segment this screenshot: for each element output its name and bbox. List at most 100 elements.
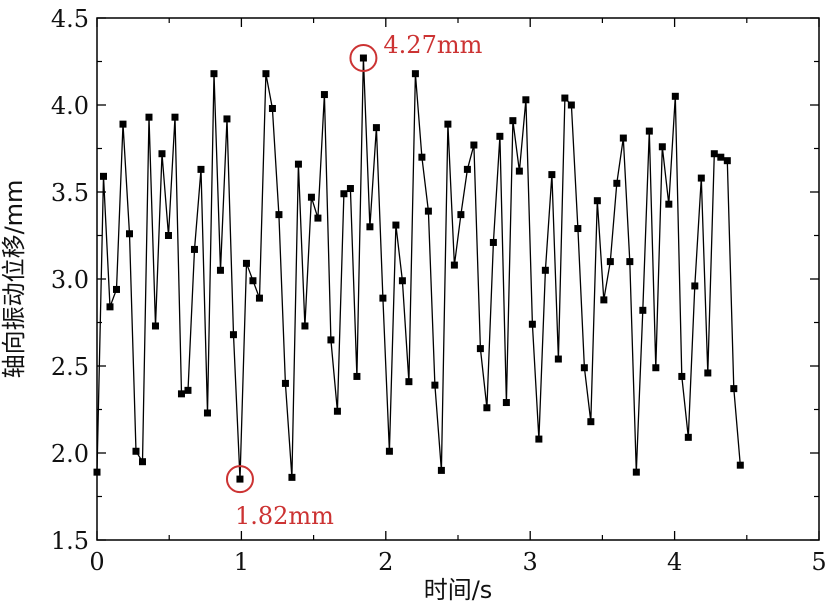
data-point-marker xyxy=(593,197,601,205)
data-point-marker xyxy=(327,336,335,344)
x-tick-label: 5 xyxy=(811,548,826,576)
annotations: 4.27mm 1.82mm xyxy=(225,31,483,530)
data-point-marker xyxy=(723,157,731,165)
data-point-marker xyxy=(535,435,543,443)
series-markers xyxy=(93,54,744,483)
data-point-marker xyxy=(509,117,517,125)
data-point-marker xyxy=(418,153,426,161)
data-point-marker xyxy=(164,232,172,239)
series-line xyxy=(96,57,741,480)
annotation-circle xyxy=(225,465,254,494)
data-point-marker xyxy=(158,150,166,158)
data-point-marker xyxy=(197,165,205,173)
data-point-marker xyxy=(112,285,120,293)
data-point-marker xyxy=(678,372,686,380)
data-point-marker xyxy=(450,261,458,269)
annotation-label: 1.82mm xyxy=(235,502,334,530)
data-point-marker xyxy=(522,96,530,104)
data-point-marker xyxy=(294,160,302,168)
data-point-marker xyxy=(171,113,179,121)
x-tick-label: 3 xyxy=(523,548,538,576)
data-point-marker xyxy=(281,379,289,387)
data-point-marker xyxy=(99,172,107,180)
data-point-marker xyxy=(476,345,484,353)
data-point-marker xyxy=(561,94,569,102)
data-point-marker xyxy=(340,190,348,198)
data-point-marker xyxy=(736,461,744,469)
data-point-marker xyxy=(411,70,419,78)
data-point-marker xyxy=(138,458,146,466)
data-point-marker xyxy=(203,409,211,417)
data-point-marker xyxy=(457,211,465,219)
data-point-marker xyxy=(236,475,244,483)
data-point-marker xyxy=(574,225,582,233)
data-point-marker xyxy=(229,331,237,339)
data-point-marker xyxy=(691,282,699,290)
annotation-label: 4.27mm xyxy=(383,31,482,59)
tick-labels: 0 1 2 3 4 5 1.5 2.0 2.5 3.0 3.5 4.0 4.5 xyxy=(51,5,827,576)
x-tick-label: 0 xyxy=(89,548,104,576)
data-point-marker xyxy=(307,193,315,201)
data-point-marker xyxy=(385,447,393,455)
data-point-marker xyxy=(379,294,387,302)
y-tick-label: 4.5 xyxy=(51,5,89,33)
data-point-marker xyxy=(554,355,562,363)
data-point-marker xyxy=(548,171,556,179)
data-point-marker xyxy=(262,70,270,78)
data-point-marker xyxy=(125,230,133,238)
x-tick-label: 2 xyxy=(378,548,393,576)
data-point-marker xyxy=(619,134,627,142)
data-point-marker xyxy=(528,320,536,328)
data-point-marker xyxy=(717,153,725,161)
data-point-marker xyxy=(613,179,621,187)
data-point-marker xyxy=(710,150,718,158)
y-tick-label: 3.0 xyxy=(51,266,89,294)
data-point-marker xyxy=(372,124,380,132)
data-point-marker xyxy=(645,127,653,135)
y-axis-title: 轴向振动位移/mm xyxy=(0,180,28,379)
data-point-marker xyxy=(151,322,159,330)
annotation-circle xyxy=(349,44,378,73)
data-point-marker xyxy=(145,113,153,121)
data-point-marker xyxy=(626,258,634,266)
data-point-marker xyxy=(704,369,712,377)
y-tick-label: 2.5 xyxy=(51,353,89,381)
data-point-marker xyxy=(119,120,127,128)
data-point-marker xyxy=(515,167,523,175)
data-point-marker xyxy=(392,221,400,229)
data-point-marker xyxy=(320,91,328,99)
data-point-marker xyxy=(671,92,679,100)
data-point-marker xyxy=(366,223,374,231)
data-point-marker xyxy=(489,238,497,246)
data-point-marker xyxy=(106,303,114,311)
x-tick-label: 1 xyxy=(234,548,249,576)
data-point-marker xyxy=(483,404,491,412)
y-tick-label: 2.0 xyxy=(51,440,89,468)
y-tick-label: 3.5 xyxy=(51,179,89,207)
data-point-marker xyxy=(632,468,640,476)
data-point-marker xyxy=(502,399,510,407)
data-point-marker xyxy=(255,294,263,302)
data-point-marker xyxy=(333,407,341,415)
data-point-marker xyxy=(470,141,478,149)
x-tick-label: 4 xyxy=(667,548,682,576)
data-point-marker xyxy=(184,386,192,394)
data-point-marker xyxy=(496,132,504,140)
data-point-marker xyxy=(132,447,140,455)
data-point-marker xyxy=(223,115,231,123)
data-point-marker xyxy=(216,266,224,274)
data-point-marker xyxy=(600,296,608,304)
data-point-marker xyxy=(444,120,452,128)
data-point-marker xyxy=(268,104,276,112)
data-point-marker xyxy=(249,277,257,285)
data-point-marker xyxy=(437,466,445,474)
data-point-marker xyxy=(639,306,647,314)
data-point-marker xyxy=(346,185,354,193)
data-point-marker xyxy=(359,54,367,62)
data-point-marker xyxy=(177,390,185,398)
y-tick-label: 1.5 xyxy=(51,527,89,555)
data-point-marker xyxy=(314,214,322,222)
data-point-marker xyxy=(275,211,283,219)
data-point-marker xyxy=(93,468,101,476)
